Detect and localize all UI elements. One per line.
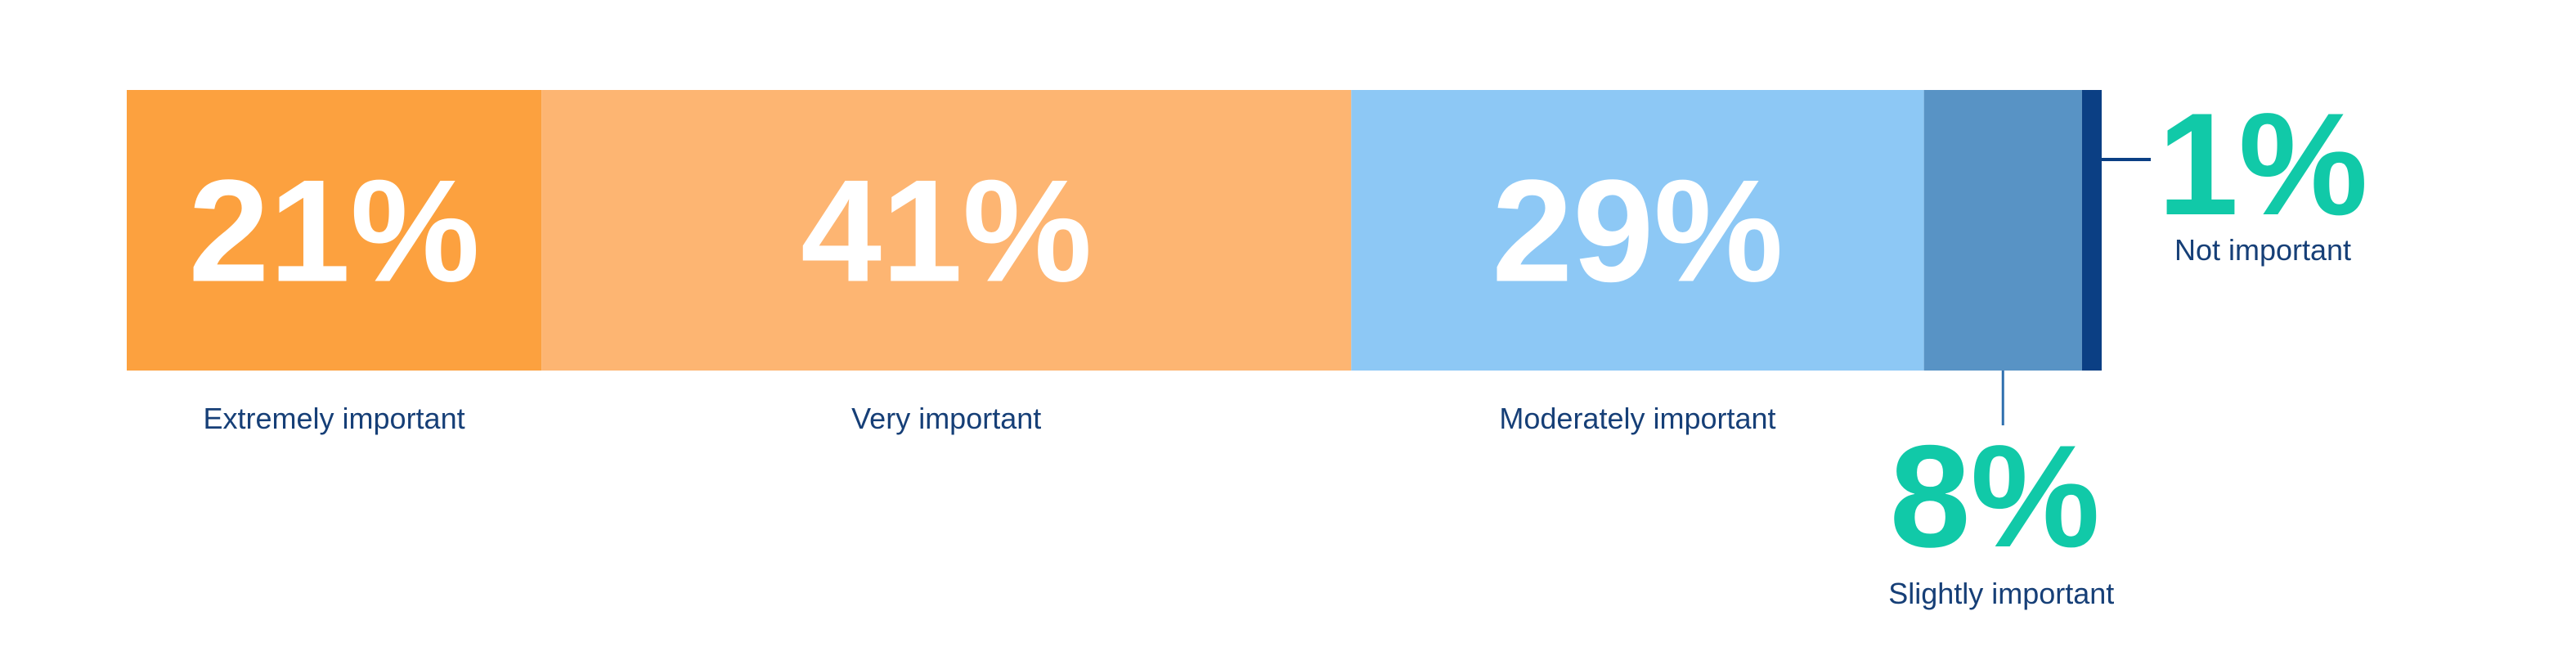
category-labels: Extremely important Very important Moderat… [204, 402, 1776, 435]
segment-value-label-0: 21% [188, 150, 479, 312]
segment-value-label-1: 41% [801, 150, 1092, 312]
category-label-1: Very important [851, 402, 1041, 435]
callout-value-label-4: 1% [2157, 83, 2367, 245]
segment-value-label-2: 29% [1492, 150, 1783, 312]
callout-annotations: 8%Slightly important 1%Not important [1888, 83, 2367, 610]
callout-value-label-3: 8% [1890, 415, 2100, 577]
bar-segment-0 [127, 90, 542, 371]
callout-category-label-3: Slightly important [1888, 577, 2114, 610]
callout-category-label-4: Not important [2174, 233, 2351, 267]
category-label-2: Moderately important [1499, 402, 1775, 435]
bar-segment-1 [541, 90, 1352, 371]
bar-segment-2 [1351, 90, 1924, 371]
bar-segment-4 [2081, 90, 2102, 371]
category-label-0: Extremely important [204, 402, 465, 435]
bar-segment-3 [1923, 90, 2082, 371]
bar-segments: 21% 41% 29% [127, 90, 2102, 371]
